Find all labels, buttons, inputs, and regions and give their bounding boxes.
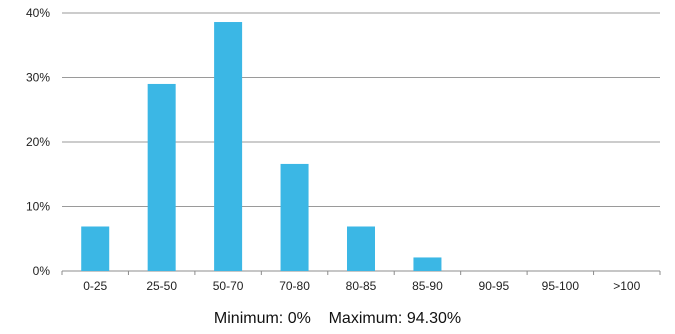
x-tick-label: 80-85 xyxy=(346,279,377,293)
y-tick-label: 0% xyxy=(33,264,51,278)
bar-70-80 xyxy=(280,163,309,271)
x-tick-label: 95-100 xyxy=(542,279,580,293)
x-tick-label: 90-95 xyxy=(479,279,510,293)
x-tick-label: 0-25 xyxy=(83,279,107,293)
bar-50-70 xyxy=(214,22,243,272)
maximum-label: Maximum: 94.30% xyxy=(328,310,462,327)
x-tick-label: 70-80 xyxy=(279,279,310,293)
bar-0-25 xyxy=(81,226,110,271)
y-tick-label: 10% xyxy=(26,200,50,214)
x-tick-label: 25-50 xyxy=(146,279,177,293)
chart-footer: Minimum: 0% Maximum: 94.30% xyxy=(0,310,675,328)
bar-80-85 xyxy=(347,226,375,271)
x-tick-label: 50-70 xyxy=(213,279,244,293)
bar-chart: 0% 10% 20% 30% 40% 0-25 25-50 50-70 70-80 80-85 85… xyxy=(26,6,661,293)
x-tick-label: 85-90 xyxy=(412,279,443,293)
y-tick-label: 30% xyxy=(26,71,50,85)
minimum-label: Minimum: 0% xyxy=(213,310,311,327)
y-tick-label: 40% xyxy=(26,6,50,20)
bar-25-50 xyxy=(147,83,176,271)
bar-85-90 xyxy=(413,257,442,271)
y-tick-label: 20% xyxy=(26,135,50,149)
x-tick-label: >100 xyxy=(613,279,640,293)
